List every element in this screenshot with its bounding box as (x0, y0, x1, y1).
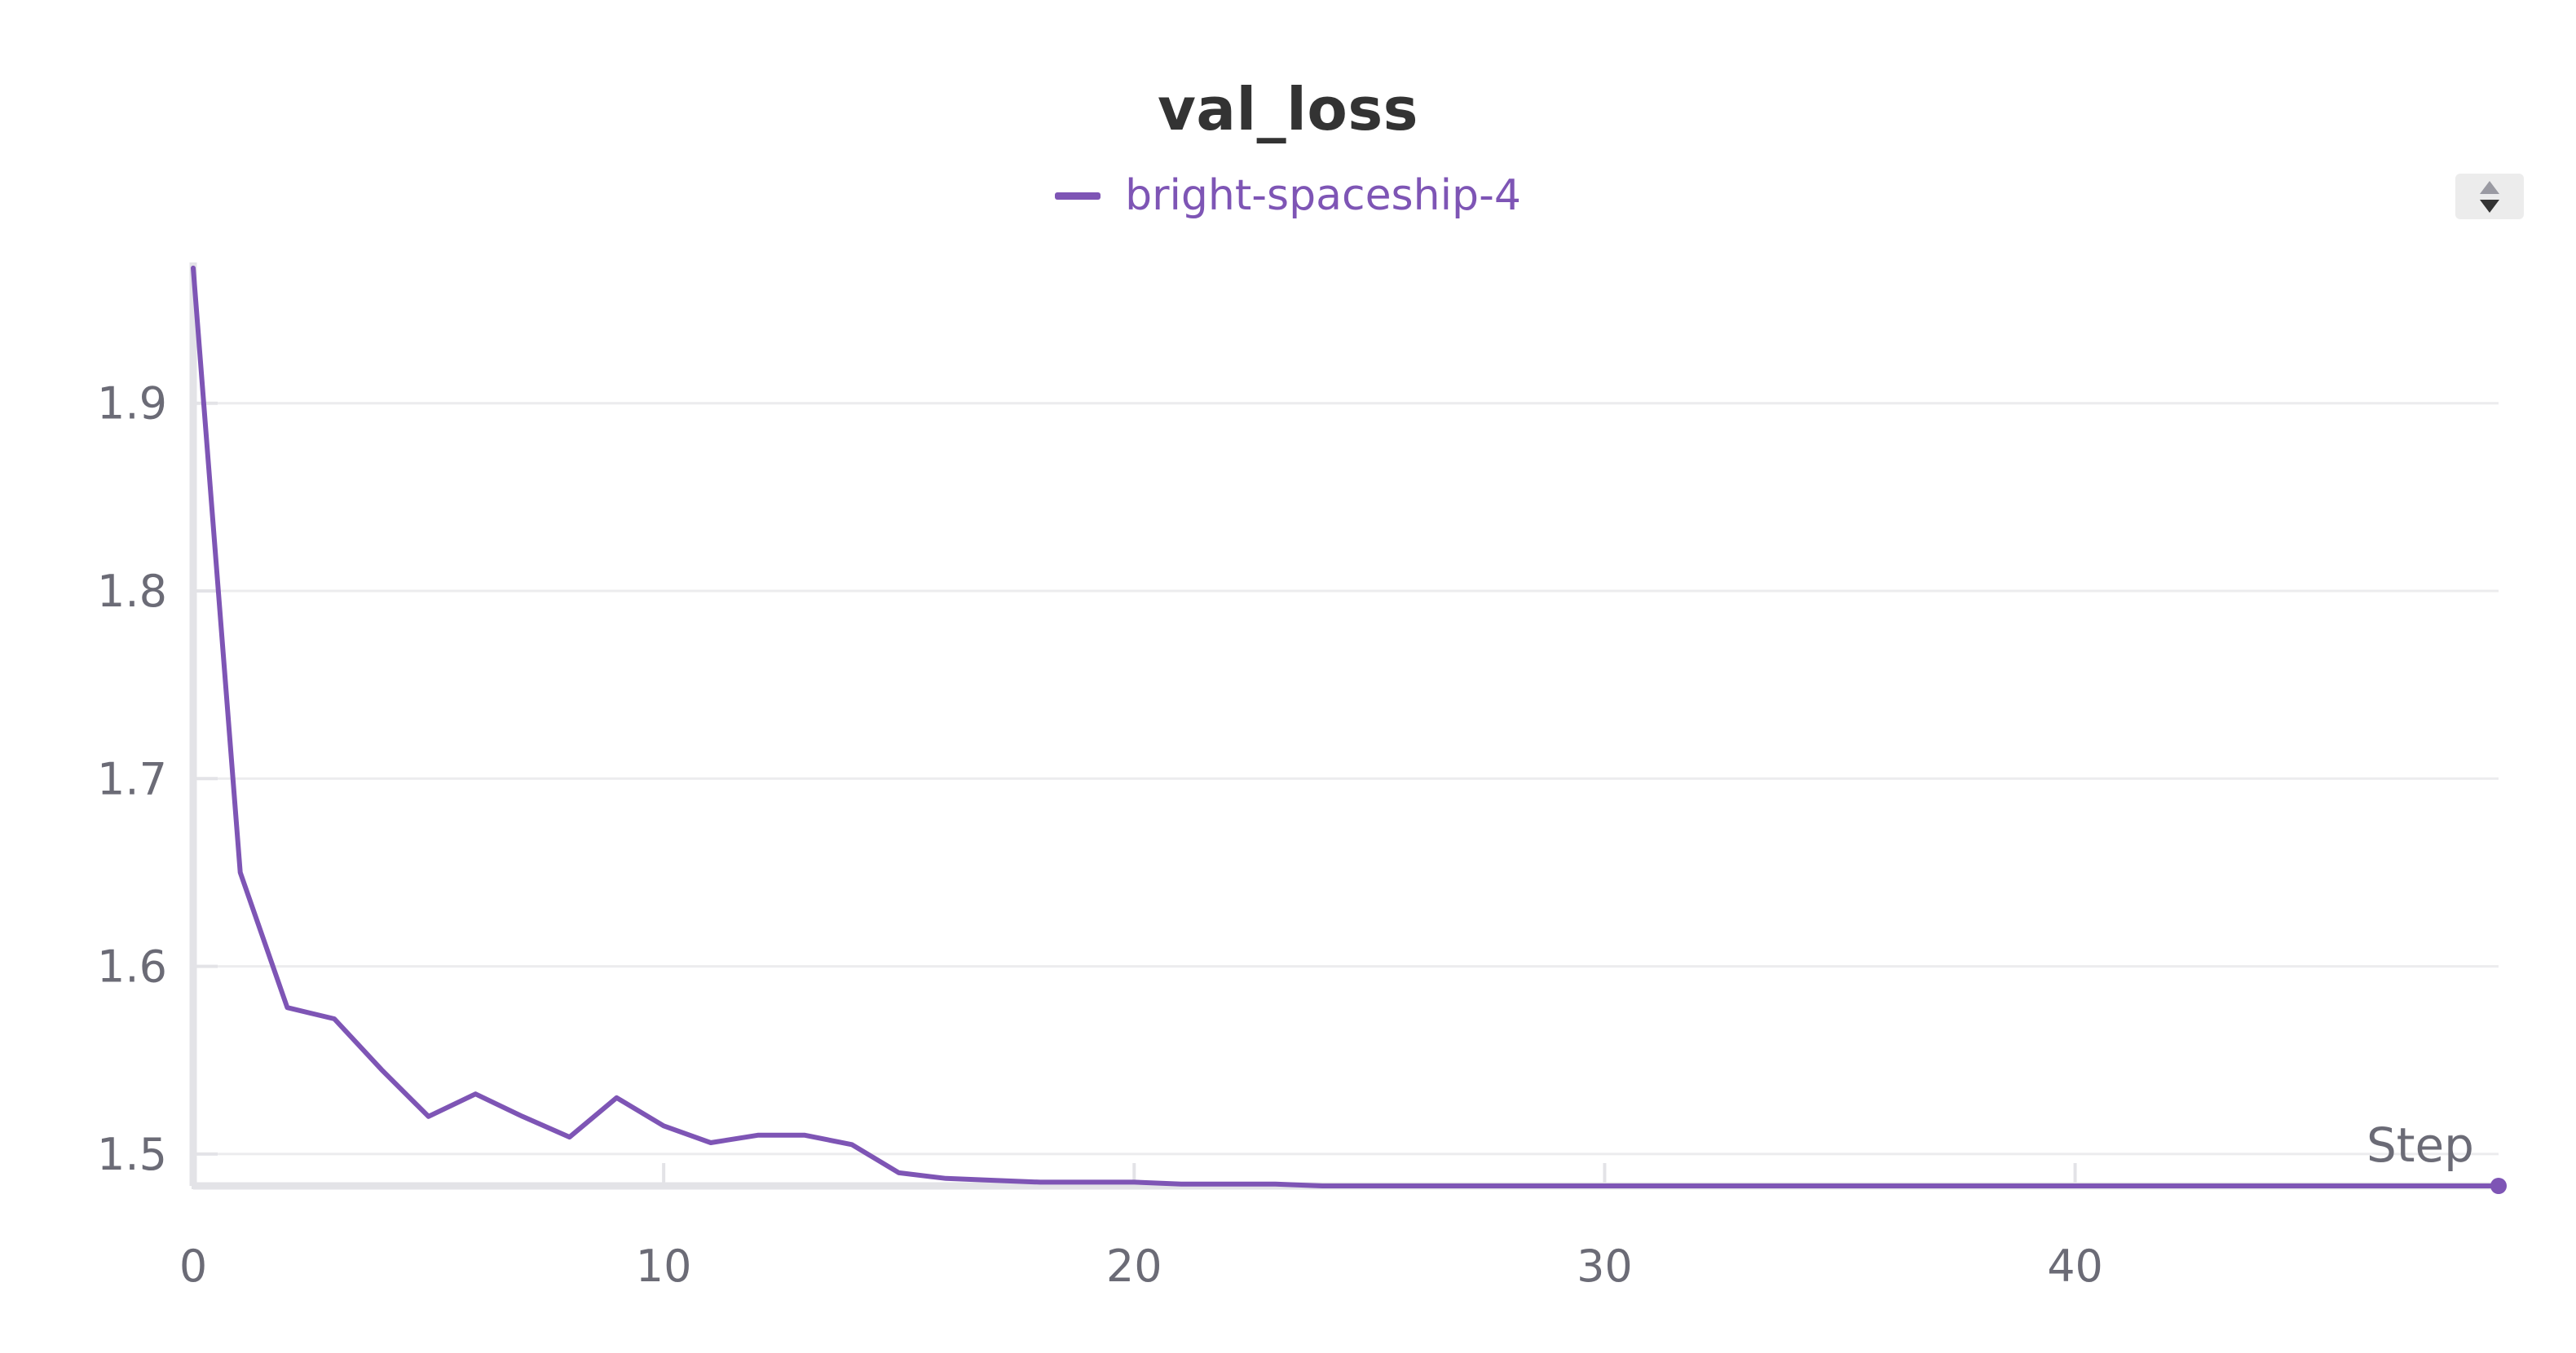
y-tick-label: 1.7 (97, 753, 167, 804)
x-tick-label: 20 (1106, 1241, 1162, 1292)
x-tick-label: 10 (636, 1241, 692, 1292)
x-tick-label: 30 (1577, 1241, 1633, 1292)
y-tick-label: 1.8 (97, 566, 167, 617)
legend-sort-button[interactable] (2455, 174, 2524, 219)
chart-title: val_loss (1157, 75, 1419, 143)
y-tick-label: 1.5 (97, 1129, 167, 1180)
series-end-point[interactable] (2490, 1178, 2507, 1194)
legend-item[interactable]: bright-spaceship-4 (1055, 167, 1521, 224)
legend-label: bright-spaceship-4 (1125, 171, 1521, 220)
x-tick-label: 40 (2047, 1241, 2103, 1292)
series-line[interactable] (191, 265, 2501, 1188)
tick-labels: 1.5 1.6 1.7 1.8 1.9 0 10 20 30 40 (97, 378, 2103, 1292)
legend-swatch (1055, 192, 1101, 200)
x-axis-title: Step (2366, 1117, 2474, 1173)
series-layer (191, 265, 2507, 1194)
legend: bright-spaceship-4 (0, 167, 2576, 224)
axes (189, 262, 2499, 1190)
y-tick-label: 1.9 (97, 378, 167, 430)
grid-lines (193, 402, 2499, 1156)
x-tick-label: 0 (179, 1241, 207, 1292)
sort-up-down-icon (2480, 181, 2499, 213)
y-tick-label: 1.6 (97, 941, 167, 993)
